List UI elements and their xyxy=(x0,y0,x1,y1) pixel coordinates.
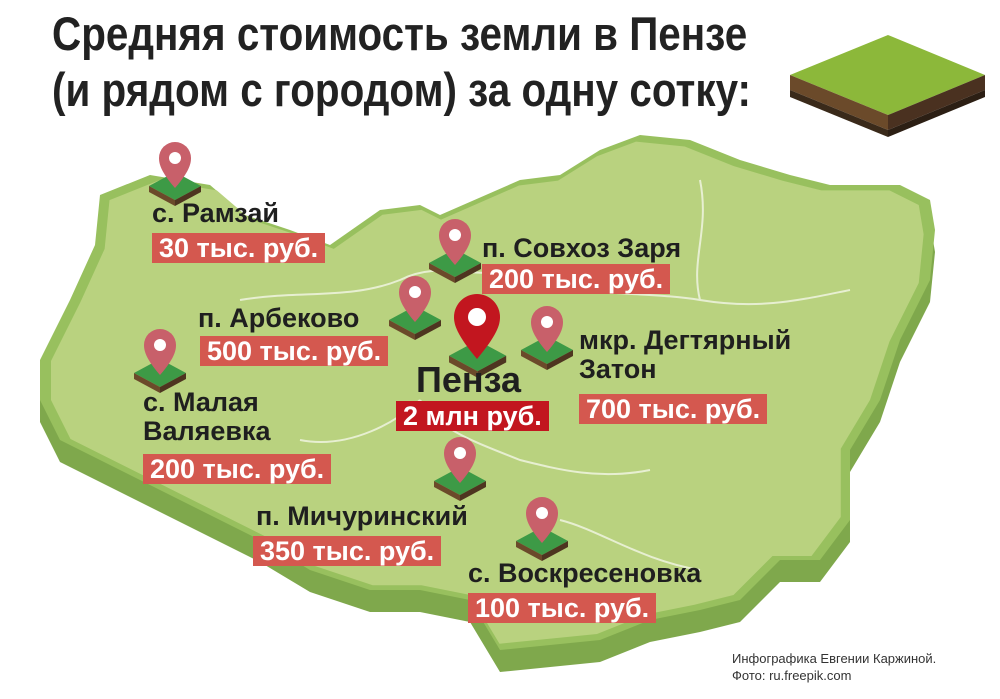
title-line-2: (и рядом с городом) за одну сотку: xyxy=(52,63,751,116)
pin-voskresenovka[interactable] xyxy=(516,497,568,561)
city-label: Пенза xyxy=(416,359,522,400)
page-title: Средняя стоимость земли в Пензе (и рядом… xyxy=(52,6,826,118)
credit: Инфографика Евгении Каржиной. Фото: ru.f… xyxy=(732,650,936,684)
location-label-line: Затон xyxy=(579,354,657,384)
pin-degtyarny-zaton[interactable] xyxy=(521,306,573,370)
pin-malaya-valyaevka[interactable] xyxy=(134,329,186,393)
credit-infographic: Инфографика Евгении Каржиной. xyxy=(732,651,937,666)
credit-photo: Фото: ru.freepik.com xyxy=(732,668,852,683)
location-label-line: Валяевка xyxy=(143,416,271,446)
pin-ramzai[interactable] xyxy=(149,142,201,206)
location-label: п. Совхоз Заря xyxy=(482,233,682,263)
land-plot-icon xyxy=(790,35,985,137)
price-box: 200 тыс. руб. xyxy=(482,264,671,294)
title-line-1: Средняя стоимость земли в Пензе xyxy=(52,7,748,60)
location-label: п. Арбеково xyxy=(198,303,360,333)
location-label: мкр. Дегтярный Затон xyxy=(579,326,791,384)
price-box: 30 тыс. руб. xyxy=(152,233,326,263)
price-box: 200 тыс. руб. xyxy=(143,454,332,484)
price-box: 100 тыс. руб. xyxy=(468,593,657,623)
map-surface xyxy=(51,141,924,644)
price-box: 500 тыс. руб. xyxy=(200,336,389,366)
location-label-line: с. Малая xyxy=(143,387,259,417)
pin-michurinsky[interactable] xyxy=(434,437,486,501)
location-label: с. Воскресеновка xyxy=(468,558,702,588)
location-label: с. Малая Валяевка xyxy=(143,388,271,446)
pin-sovkhoz-zarya[interactable] xyxy=(429,219,481,283)
pin-penza[interactable] xyxy=(449,294,507,378)
pin-arbekovo[interactable] xyxy=(389,276,441,340)
location-label-line: мкр. Дегтярный xyxy=(579,325,792,355)
price-box: 350 тыс. руб. xyxy=(253,536,442,566)
price-box: 700 тыс. руб. xyxy=(579,394,768,424)
location-label: с. Рамзай xyxy=(152,198,279,228)
price-box-main: 2 млн руб. xyxy=(396,401,549,431)
location-label: п. Мичуринский xyxy=(256,501,468,531)
